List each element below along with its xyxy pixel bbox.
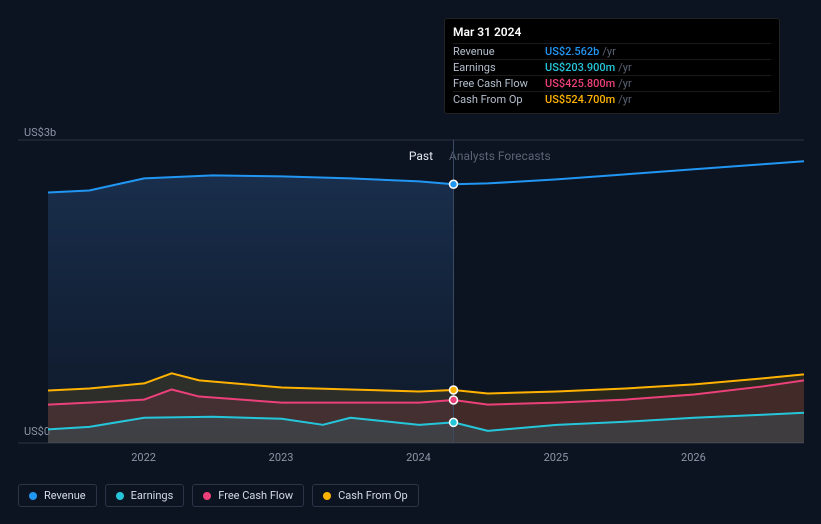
legend-dot-icon <box>323 492 331 500</box>
x-tick-label: 2022 <box>131 451 156 464</box>
x-tick-label: 2026 <box>681 451 706 464</box>
legend-item-free-cash-flow[interactable]: Free Cash Flow <box>192 484 304 507</box>
tooltip-row: Free Cash FlowUS$425.800m/yr <box>453 75 771 91</box>
tooltip-row-label: Cash From Op <box>453 93 545 106</box>
legend-item-revenue[interactable]: Revenue <box>18 484 97 507</box>
tooltip-row-label: Revenue <box>453 45 545 58</box>
legend: Revenue Earnings Free Cash Flow Cash From O… <box>18 484 419 507</box>
legend-dot-icon <box>203 492 211 500</box>
tooltip-row-label: Free Cash Flow <box>453 77 545 90</box>
tooltip-row-unit: /yr <box>618 77 631 90</box>
x-tick-label: 2023 <box>269 451 294 464</box>
tooltip-row-label: Earnings <box>453 61 545 74</box>
legend-item-earnings[interactable]: Earnings <box>105 484 185 507</box>
legend-dot-icon <box>116 492 124 500</box>
tooltip-row: Cash From OpUS$524.700m/yr <box>453 91 771 107</box>
legend-item-label: Free Cash Flow <box>218 489 293 502</box>
legend-dot-icon <box>29 492 37 500</box>
legend-item-label: Earnings <box>131 489 174 502</box>
tooltip-row-value: US$425.800m <box>545 77 615 90</box>
legend-item-cash-from-op[interactable]: Cash From Op <box>312 484 419 507</box>
tooltip-date: Mar 31 2024 <box>453 25 771 43</box>
legend-item-label: Revenue <box>44 489 86 502</box>
tooltip-row-unit: /yr <box>618 93 631 106</box>
x-tick-label: 2025 <box>544 451 569 464</box>
tooltip-row-unit: /yr <box>602 45 615 58</box>
chart-area[interactable] <box>18 128 804 445</box>
tooltip-row: EarningsUS$203.900m/yr <box>453 59 771 75</box>
tooltip-row: RevenueUS$2.562b/yr <box>453 43 771 59</box>
legend-item-label: Cash From Op <box>338 489 408 502</box>
chart-svg <box>18 128 804 445</box>
hover-tooltip: Mar 31 2024 RevenueUS$2.562b/yrEarningsU… <box>444 18 780 114</box>
x-tick-label: 2024 <box>406 451 431 464</box>
tooltip-row-value: US$524.700m <box>545 93 615 106</box>
tooltip-row-value: US$203.900m <box>545 61 615 74</box>
tooltip-row-unit: /yr <box>618 61 631 74</box>
tooltip-row-value: US$2.562b <box>545 45 599 58</box>
